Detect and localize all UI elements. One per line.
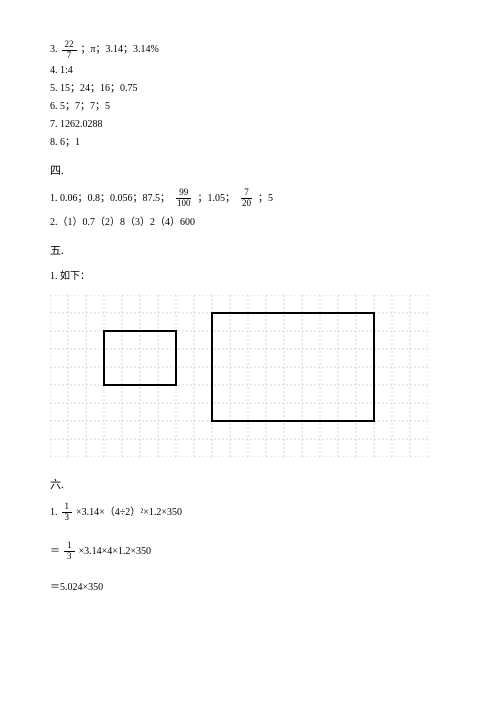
fraction: 1 3	[64, 541, 75, 562]
s5-line-1: 1. 如下：	[50, 269, 450, 285]
s6-line-3: ＝5.024×350	[50, 580, 450, 596]
line-6: 6. 5；7；7；5	[50, 99, 450, 115]
text: ；5	[258, 191, 273, 207]
denominator: 7	[64, 51, 75, 61]
text: ×3.14×（4÷2）²×1.2×350	[76, 505, 182, 521]
line-5: 5. 15；24；16；0.75	[50, 81, 450, 97]
text: 1. 如下：	[50, 269, 90, 285]
fraction: 1 3	[62, 502, 73, 523]
line-8: 8. 6；1	[50, 135, 450, 151]
text: ＝	[50, 544, 60, 560]
s6-line-1: 1. 1 3 ×3.14×（4÷2）²×1.2×350	[50, 502, 450, 523]
denominator: 20	[239, 199, 254, 209]
text: 6. 5；7；7；5	[50, 99, 110, 115]
text: 5. 15；24；16；0.75	[50, 81, 138, 97]
fraction: 99 100	[174, 188, 194, 209]
text: ×3.14×4×1.2×350	[79, 544, 152, 560]
text: ；1.05；	[198, 191, 236, 207]
line-7: 7. 1262.0288	[50, 117, 450, 133]
text: 3.	[50, 42, 58, 58]
text: ；π；3.14；3.14%	[81, 42, 159, 58]
section-5-heading: 五.	[50, 243, 450, 261]
denominator: 100	[174, 199, 194, 209]
grid-svg	[50, 295, 428, 457]
grid-diagram	[50, 295, 450, 457]
text: 7. 1262.0288	[50, 117, 103, 133]
text: 4. 1:4	[50, 63, 73, 79]
fraction: 22 7	[62, 40, 77, 61]
line-4: 4. 1:4	[50, 63, 450, 79]
s4-line-1: 1. 0.06；0.8；0.056；87.5； 99 100 ；1.05； 7 …	[50, 188, 450, 209]
text: ＝5.024×350	[50, 580, 103, 596]
denominator: 3	[62, 513, 73, 523]
text: 1. 0.06；0.8；0.056；87.5；	[50, 191, 170, 207]
fraction: 7 20	[239, 188, 254, 209]
section-4-heading: 四.	[50, 163, 450, 181]
section-6-heading: 六.	[50, 477, 450, 495]
denominator: 3	[64, 552, 75, 562]
text: 8. 6；1	[50, 135, 80, 151]
text: 1.	[50, 505, 58, 521]
s6-line-2: ＝ 1 3 ×3.14×4×1.2×350	[50, 541, 450, 562]
s4-line-2: 2.（1）0.7（2）8（3）2（4）600	[50, 215, 450, 231]
line-3: 3. 22 7 ；π；3.14；3.14%	[50, 40, 450, 61]
text: 2.（1）0.7（2）8（3）2（4）600	[50, 215, 195, 231]
